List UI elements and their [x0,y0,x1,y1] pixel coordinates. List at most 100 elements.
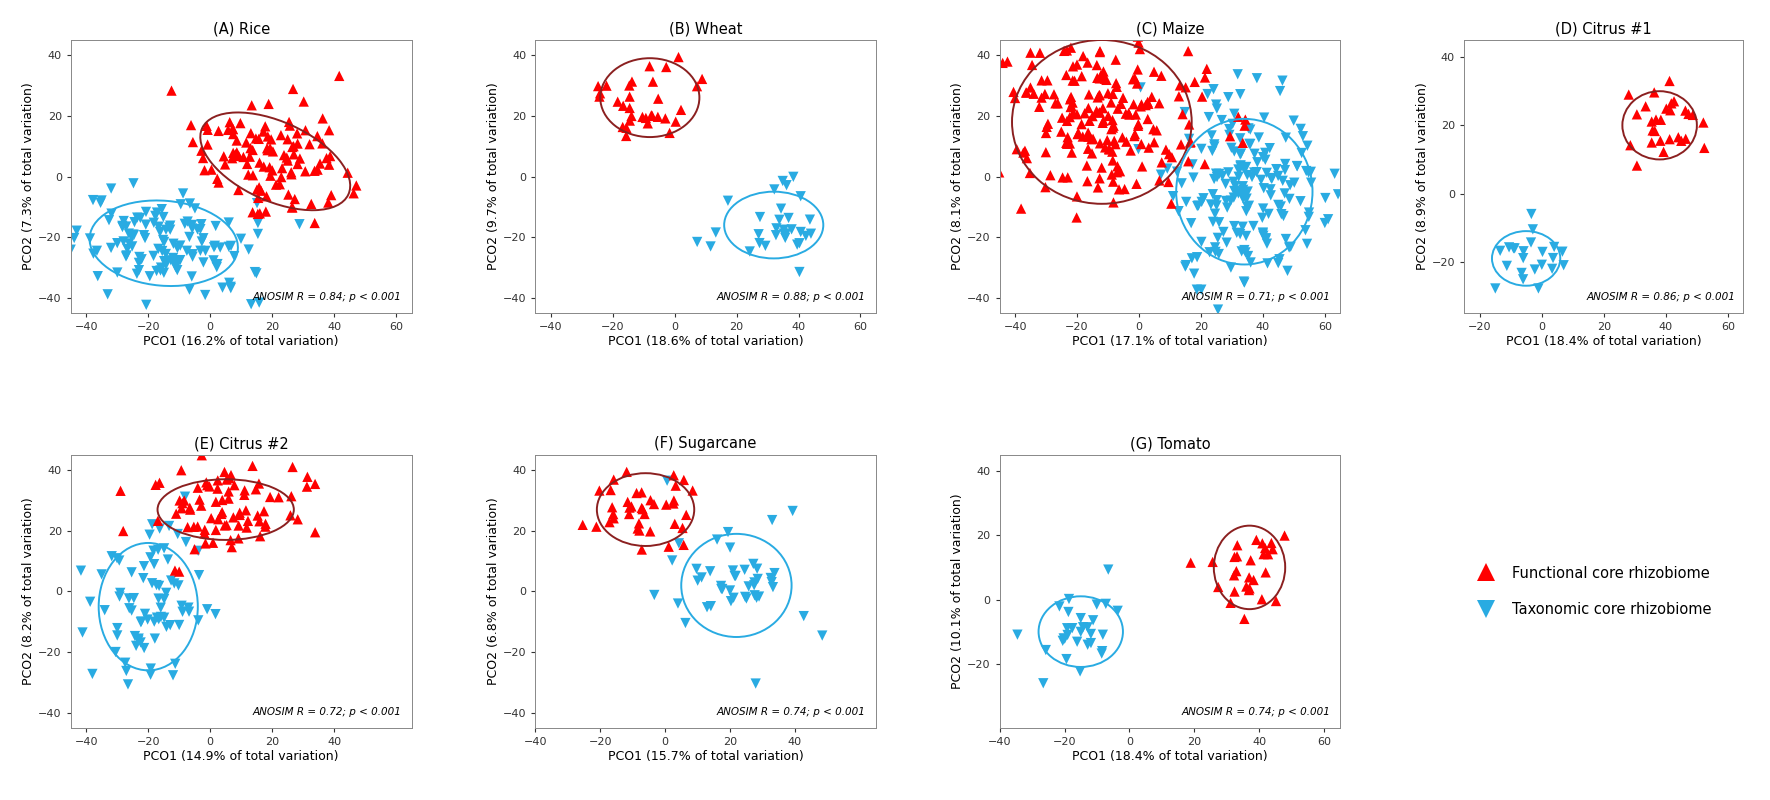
Point [211,466,239,478]
Point [779,505,807,518]
Point [1101,138,1129,150]
Point [184,520,212,533]
Point [1227,132,1255,145]
Point [1280,114,1308,127]
Point [239,169,267,182]
Point [143,543,172,556]
Point [1099,87,1127,100]
Point [172,536,200,549]
Point [1073,174,1101,187]
Point [1168,108,1197,121]
Point [1018,58,1046,71]
Point [972,49,1000,62]
Point [1074,88,1103,101]
Point [140,615,168,628]
Point [593,79,621,92]
Point [1064,126,1092,139]
Point [1119,73,1147,86]
Point [112,250,140,263]
Point [1250,230,1278,242]
Point [251,518,280,530]
Point [1120,130,1149,142]
Point [184,545,212,558]
Point [1220,175,1248,188]
Point [786,237,814,250]
Point [131,607,159,620]
Point [7,253,35,266]
X-axis label: PCO1 (16.2% of total variation): PCO1 (16.2% of total variation) [143,335,338,348]
Point [586,90,614,103]
Point [313,196,342,209]
Point [1122,108,1150,121]
Point [168,599,196,612]
Point [1650,146,1678,158]
Point [202,261,230,274]
Point [641,589,669,602]
Point [1198,145,1227,158]
Point [267,129,296,142]
Point [1250,202,1278,215]
Point [1172,258,1200,271]
Point [179,250,207,263]
Point [124,257,152,270]
Point [731,563,759,576]
Point [163,257,191,270]
Point [1027,91,1055,104]
Point [142,478,170,491]
Point [244,133,273,146]
Point [1051,632,1080,645]
Point [1108,91,1136,104]
Point [1520,263,1549,276]
Point [1027,46,1055,59]
Point [198,536,227,549]
Point [1117,144,1145,157]
Point [1057,90,1085,103]
Point [986,166,1014,178]
Point [244,227,273,240]
Point [170,218,198,230]
Point [1057,42,1085,54]
Point [244,217,273,230]
Point [181,202,209,215]
Point [1074,130,1103,143]
Point [1251,232,1280,245]
Point [90,604,119,617]
Point [292,480,320,493]
Point [1643,113,1671,126]
Point [1287,146,1315,159]
Point [1198,555,1227,568]
Point [278,141,306,154]
Point [750,239,779,252]
Point [618,110,646,122]
Point [1251,146,1280,159]
Point [1274,193,1303,206]
Point [1549,259,1577,272]
Point [623,522,651,535]
Point [246,156,274,169]
Point [159,577,188,590]
Point [297,198,326,210]
Point [1085,46,1113,58]
Point [1216,129,1244,142]
Point [1177,217,1205,230]
Point [683,562,712,575]
Point [232,136,260,149]
Point [106,485,135,498]
Point [283,127,312,140]
Point [1099,119,1127,132]
Point [276,119,304,132]
Point [756,571,784,584]
X-axis label: PCO1 (14.9% of total variation): PCO1 (14.9% of total variation) [143,750,338,763]
Point [993,55,1021,68]
Point [1198,215,1227,228]
Point [225,509,253,522]
Point [165,618,193,631]
Point [1232,161,1260,174]
Point [1168,177,1197,190]
Point [204,258,232,270]
Text: ANOSIM R = 0.84; p < 0.001: ANOSIM R = 0.84; p < 0.001 [253,292,402,302]
Point [1012,86,1041,99]
Point [255,161,283,174]
Point [143,206,172,219]
Point [618,75,646,88]
